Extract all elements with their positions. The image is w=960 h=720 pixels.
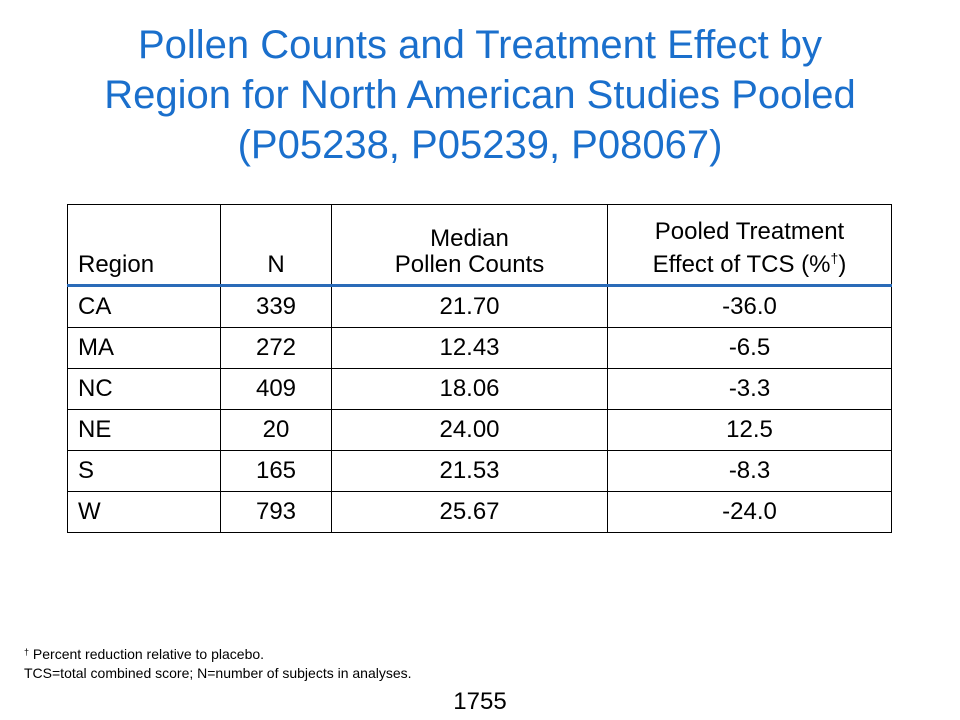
- title-line-1: Pollen Counts and Treatment Effect by: [137, 23, 823, 67]
- cell-n: 165: [220, 450, 332, 492]
- cell-median: 18.06: [331, 368, 608, 410]
- table-row: MA 272 12.43 -6.5: [67, 327, 892, 369]
- cell-region: S: [67, 450, 221, 492]
- cell-effect: -3.3: [607, 368, 892, 410]
- cell-median: 21.70: [331, 285, 608, 328]
- cell-effect: -8.3: [607, 450, 892, 492]
- cell-n: 339: [220, 285, 332, 328]
- cell-n: 793: [220, 491, 332, 533]
- cell-median: 25.67: [331, 491, 608, 533]
- cell-region: CA: [67, 285, 221, 328]
- cell-region: W: [67, 491, 221, 533]
- cell-effect: -6.5: [607, 327, 892, 369]
- footnote-dagger: †: [24, 647, 30, 657]
- cell-median: 24.00: [331, 409, 608, 451]
- header-n: N: [220, 204, 332, 287]
- table-row: S 165 21.53 -8.3: [67, 450, 892, 492]
- cell-n: 20: [220, 409, 332, 451]
- cell-effect: -24.0: [607, 491, 892, 533]
- header-row: Region N Median Pollen Counts Pooled Tre…: [67, 204, 892, 287]
- header-effect-line-2-text: Effect of TCS (%: [652, 251, 831, 278]
- cell-region: NC: [67, 368, 221, 410]
- header-effect-line-2: Effect of TCS (%†): [618, 245, 881, 278]
- cell-n: 272: [220, 327, 332, 369]
- table-row: CA 339 21.70 -36.0: [67, 285, 892, 328]
- slide-title: Pollen Counts and Treatment Effect by Re…: [0, 20, 960, 170]
- title-line-2: Region for North American Studies Pooled: [104, 73, 856, 117]
- table-row: W 793 25.67 -24.0: [67, 491, 892, 533]
- footnote-text-1: Percent reduction relative to placebo.: [29, 646, 265, 662]
- cell-median: 21.53: [331, 450, 608, 492]
- pollen-table: Region N Median Pollen Counts Pooled Tre…: [67, 204, 892, 533]
- header-region: Region: [67, 204, 221, 287]
- cell-effect: -36.0: [607, 285, 892, 328]
- table-row: NC 409 18.06 -3.3: [67, 368, 892, 410]
- dagger-mark: †: [830, 250, 839, 266]
- header-median-line-2: Pollen Counts: [394, 251, 545, 278]
- page-number: 1755: [453, 688, 507, 715]
- header-median-line-1: Median: [430, 225, 509, 252]
- header-effect-line-1: Pooled Treatment: [654, 218, 845, 245]
- header-effect-line-2-close: ): [838, 251, 847, 278]
- header-treatment-effect: Pooled Treatment Effect of TCS (%†): [607, 204, 892, 287]
- cell-median: 12.43: [331, 327, 608, 369]
- footnote: † Percent reduction relative to placebo.…: [24, 645, 412, 683]
- cell-effect: 12.5: [607, 409, 892, 451]
- table-row: NE 20 24.00 12.5: [67, 409, 892, 451]
- footnote-line-2: TCS=total combined score; N=number of su…: [24, 665, 412, 681]
- cell-region: MA: [67, 327, 221, 369]
- cell-region: NE: [67, 409, 221, 451]
- title-line-3: (P05238, P05239, P08067): [237, 123, 723, 167]
- header-median-pollen-counts: Median Pollen Counts: [331, 204, 608, 287]
- cell-n: 409: [220, 368, 332, 410]
- footnote-line-1: † Percent reduction relative to placebo.: [24, 645, 412, 664]
